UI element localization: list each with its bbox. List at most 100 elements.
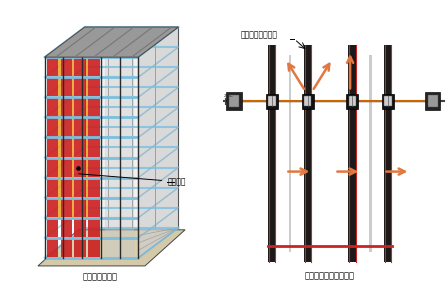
Bar	[86, 58, 88, 76]
Bar	[61, 78, 72, 97]
Bar	[58, 158, 61, 177]
Bar	[72, 138, 74, 157]
Polygon shape	[45, 57, 138, 258]
Bar	[425, 92, 441, 110]
Polygon shape	[38, 230, 185, 266]
Bar	[105, 178, 134, 197]
Bar	[105, 199, 134, 217]
Bar	[105, 78, 134, 97]
Bar	[86, 158, 88, 177]
Bar	[88, 138, 100, 157]
Bar	[47, 138, 58, 157]
Bar	[428, 95, 438, 107]
Bar	[289, 55, 291, 252]
Bar	[304, 45, 312, 262]
Bar	[346, 94, 359, 109]
Bar	[74, 78, 86, 97]
Bar	[74, 98, 86, 117]
Polygon shape	[45, 27, 178, 57]
Bar	[61, 58, 72, 76]
Bar	[88, 219, 100, 237]
Bar	[105, 219, 134, 237]
Bar	[72, 158, 74, 177]
Bar	[86, 98, 88, 117]
Text: 制震装置配置図: 制震装置配置図	[83, 272, 118, 281]
Bar	[61, 219, 72, 237]
Bar	[58, 178, 61, 197]
Bar	[74, 199, 86, 217]
Bar	[74, 118, 86, 136]
Bar	[268, 96, 276, 106]
Bar	[382, 94, 394, 109]
Bar	[61, 158, 72, 177]
Bar	[74, 58, 86, 76]
Bar	[384, 96, 392, 106]
Bar	[88, 118, 100, 136]
Bar	[74, 138, 86, 157]
Bar	[88, 78, 100, 97]
Text: 制震外壁ロッキング図: 制震外壁ロッキング図	[305, 271, 355, 280]
Bar	[88, 58, 100, 76]
Bar	[105, 118, 134, 136]
Bar	[88, 98, 100, 117]
Bar	[72, 199, 74, 217]
Polygon shape	[85, 27, 178, 228]
Bar	[47, 58, 58, 76]
Bar	[72, 98, 74, 117]
Bar	[58, 138, 61, 157]
Bar	[61, 199, 72, 217]
Bar	[47, 118, 58, 136]
Bar	[58, 58, 61, 76]
Bar	[47, 158, 58, 177]
Bar	[61, 138, 72, 157]
Bar	[47, 219, 58, 237]
Bar	[72, 78, 74, 97]
Bar	[105, 138, 134, 157]
Bar	[268, 45, 276, 262]
Bar	[301, 94, 314, 109]
Bar	[74, 219, 86, 237]
Bar	[61, 238, 72, 257]
Bar	[58, 199, 61, 217]
Bar	[58, 98, 61, 117]
Bar	[74, 178, 86, 197]
Bar	[74, 238, 86, 257]
Text: ₂FL: ₂FL	[224, 93, 234, 98]
Bar	[47, 238, 58, 257]
Text: 制震装置: 制震装置	[78, 174, 186, 186]
Bar	[47, 78, 58, 97]
Bar	[72, 58, 74, 76]
Bar	[105, 58, 134, 76]
Bar	[384, 45, 392, 262]
Bar	[105, 238, 134, 257]
Bar	[105, 158, 134, 177]
Bar	[88, 199, 100, 217]
Bar	[86, 118, 88, 136]
Bar	[72, 118, 74, 136]
Bar	[229, 95, 239, 107]
Bar	[226, 92, 242, 110]
Bar	[47, 98, 58, 117]
Bar	[88, 158, 100, 177]
Bar	[304, 96, 311, 106]
Bar	[86, 199, 88, 217]
Bar	[58, 78, 61, 97]
Bar	[105, 98, 134, 117]
Bar	[61, 118, 72, 136]
Bar	[61, 98, 72, 117]
Bar	[86, 78, 88, 97]
Bar	[61, 178, 72, 197]
Bar	[349, 96, 356, 106]
Bar	[86, 138, 88, 157]
Bar	[72, 178, 74, 197]
Bar	[88, 178, 100, 197]
Bar	[266, 94, 278, 109]
Bar	[74, 158, 86, 177]
Bar	[58, 118, 61, 136]
Text: ハニカムダンパー: ハニカムダンパー	[241, 31, 278, 40]
Bar	[47, 178, 58, 197]
Bar	[348, 45, 356, 262]
Polygon shape	[138, 27, 178, 258]
Bar	[88, 238, 100, 257]
Bar	[86, 178, 88, 197]
